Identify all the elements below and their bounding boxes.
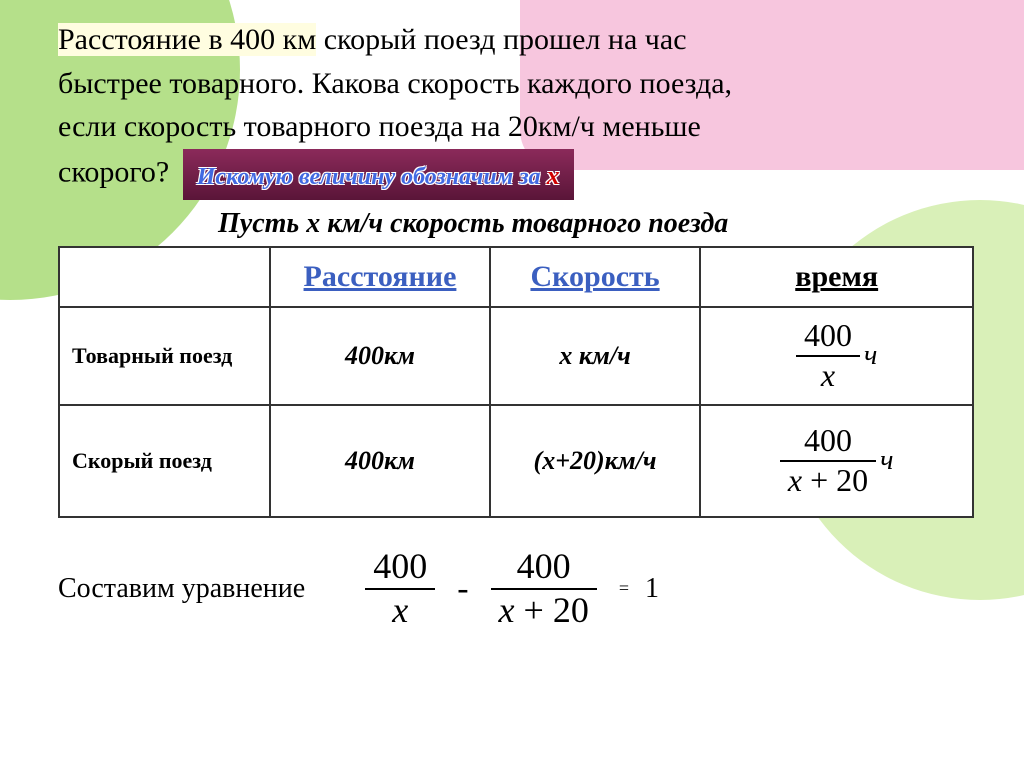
row2-time: 400 х + 20 ч: [700, 405, 973, 517]
row2-label: Скорый поезд: [59, 405, 270, 517]
callout-text: Искомую величину обозначим за: [197, 164, 547, 190]
problem-statement: Расстояние в 400 км скорый поезд прошел …: [58, 18, 974, 200]
row2-unit: ч: [880, 445, 893, 476]
equation-frac1: 400 х: [365, 548, 435, 630]
table-header-row: Расстояние Скорость время: [59, 247, 973, 307]
row1-label: Товарный поезд: [59, 307, 270, 405]
row1-speed: х км/ч: [490, 307, 701, 405]
assumption-suffix: км/ч скорость товарного поезда: [320, 208, 728, 239]
callout-x: х: [547, 161, 560, 190]
row1-time: 400 х ч: [700, 307, 973, 405]
equation-minus: -: [457, 570, 468, 608]
row2-distance: 400км: [270, 405, 490, 517]
callout-box: Искомую величину обозначим за х: [183, 149, 574, 201]
assumption-x: х: [306, 208, 320, 239]
assumption-prefix: Пусть: [218, 208, 306, 239]
table-row: Скорый поезд 400км (х+20)км/ч 400 х + 20…: [59, 405, 973, 517]
problem-line4: скорого?: [58, 155, 169, 188]
equation-label: Составим уравнение: [58, 573, 305, 605]
header-distance: Расстояние: [270, 247, 490, 307]
table-row: Товарный поезд 400км х км/ч 400 х ч: [59, 307, 973, 405]
problem-line1-rest: скорый поезд прошел на час: [316, 23, 686, 56]
equation-rhs: 1: [645, 573, 659, 605]
slide-content: Расстояние в 400 км скорый поезд прошел …: [0, 0, 1024, 630]
header-speed: Скорость: [490, 247, 701, 307]
equation-equals: =: [619, 578, 629, 599]
row1-fraction: 400 х: [796, 319, 860, 392]
problem-line2: быстрее товарного. Какова скорость каждо…: [58, 67, 732, 100]
row1-distance: 400км: [270, 307, 490, 405]
header-empty: [59, 247, 270, 307]
highlighted-distance: Расстояние в 400 км: [58, 23, 316, 56]
problem-line3: если скорость товарного поезда на 20км/ч…: [58, 110, 701, 143]
row2-speed: (х+20)км/ч: [490, 405, 701, 517]
equation-frac2: 400 х + 20: [491, 548, 597, 630]
equation: Составим уравнение 400 х - 400 х + 20 = …: [58, 548, 974, 630]
row2-fraction: 400 х + 20: [780, 424, 876, 497]
header-time: время: [700, 247, 973, 307]
data-table: Расстояние Скорость время Товарный поезд…: [58, 246, 974, 518]
row1-unit: ч: [864, 340, 877, 371]
assumption-line: Пусть х км/ч скорость товарного поезда: [218, 208, 974, 240]
